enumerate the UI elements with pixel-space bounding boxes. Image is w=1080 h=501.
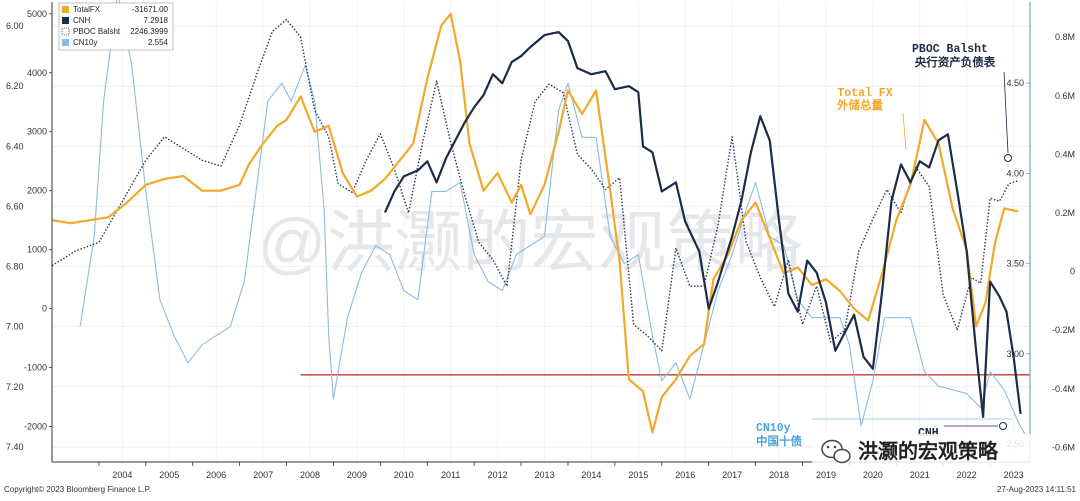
totalfx-axis-ticks: 5000 4000 3000 2000 1000 0 -1000 -2000 (24, 9, 52, 432)
annotation-cnh-marker (999, 422, 1007, 430)
annotation-cn10y-en: CN10y (756, 422, 791, 435)
x-tick-2022: 2022 (957, 470, 977, 480)
pboc-tick-0: 0.8M (1055, 32, 1075, 42)
pboc-tick-4: 0 (1070, 267, 1075, 277)
fx-tick-4: 1000 (27, 245, 47, 255)
pboc-tick-2: 0.4M (1055, 149, 1075, 159)
x-tick-2016: 2016 (675, 470, 695, 480)
cnh-tick-5: 7.00 (6, 322, 24, 332)
brand-overlay: 洪灏的宏观策略 (812, 434, 1048, 466)
cnh-tick-7: 7.40 (6, 442, 24, 452)
series-line-totalfx (51, 12, 1019, 434)
watermark-text: @洪灏的宏观策略 (257, 205, 802, 281)
x-tick-2011: 2011 (441, 470, 460, 480)
legend: TotalFX -31671.00 CNH 7.2918 PBOC Balsht 2246… (58, 2, 174, 51)
cn10y-tick-1: 4.00 (1006, 168, 1024, 178)
annotation-pboc-leader (1003, 71, 1009, 154)
legend-name-cnh: CNH (73, 16, 91, 25)
series-line-cnh (383, 31, 1022, 418)
legend-value-cnh: 7.2918 (144, 16, 169, 25)
x-tick-2023: 2023 (1004, 470, 1024, 480)
annotation-totalfx: Total FX 外储总量 (836, 87, 907, 151)
x-tick-2020: 2020 (863, 470, 883, 480)
x-tick-2007: 2007 (253, 470, 273, 480)
footer-copyright: Copyright© 2023 Bloomberg Finance L.P. (4, 485, 151, 494)
annotation-cn10y: CN10y 中国十债 (756, 418, 1012, 448)
annotation-pboc-marker (1004, 154, 1012, 162)
fx-tick-3: 2000 (27, 186, 47, 196)
annotation-cn10y-cn: 中国十债 (756, 434, 802, 448)
cnh-tick-3: 6.60 (6, 201, 24, 211)
x-tick-2009: 2009 (347, 470, 367, 480)
legend-swatch-pboc-balsht (61, 27, 70, 36)
legend-name-pboc-balsht: PBOC Balsht (73, 27, 121, 36)
wechat-icon (821, 439, 851, 464)
cnh-tick-1: 6.20 (6, 81, 24, 91)
x-axis-ticks: 2004 2005 2006 2007 2008 2009 2010 2011 2012 2013… (98, 462, 1024, 480)
legend-name-totalfx: TotalFX (73, 5, 101, 14)
cnh-tick-0: 6.00 (6, 21, 24, 31)
pboc-tick-1: 0.6M (1055, 91, 1075, 101)
pboc-tick-3: 0.2M (1055, 208, 1075, 218)
x-tick-2012: 2012 (488, 470, 508, 480)
fx-tick-2: 3000 (27, 127, 47, 137)
annotation-fx-cn: 外储总量 (836, 98, 883, 112)
x-tick-2015: 2015 (628, 470, 648, 480)
annotation-fx-en: Total FX (837, 87, 892, 100)
x-tick-2010: 2010 (394, 470, 414, 480)
annotation-pboc-cn: 央行资产负债表 (915, 55, 996, 69)
legend-value-pboc-balsht: 2246.3999 (130, 27, 168, 36)
x-tick-2013: 2013 (535, 470, 555, 480)
fx-tick-7: -2000 (24, 422, 47, 432)
cn10y-tick-0: 4.50 (1006, 78, 1024, 88)
cnh-tick-2: 6.40 (6, 141, 24, 151)
x-tick-2004: 2004 (112, 470, 132, 480)
pboc-tick-5: -0.2M (1052, 325, 1075, 335)
pboc-axis-ticks: 0.8M 0.6M 0.4M 0.2M 0 -0.2M -0.4M -0.6M (1052, 32, 1075, 452)
cn10y-tick-2: 3.50 (1006, 259, 1024, 269)
legend-name-cn10y: CN10y (73, 38, 97, 47)
x-tick-2017: 2017 (722, 470, 742, 480)
x-tick-2021: 2021 (910, 470, 930, 480)
annotation-pboc-en: PBOC Balsht (912, 43, 988, 56)
footer-timestamp: 27-Aug-2023 14:11:51 (997, 485, 1077, 494)
annotation-pboc: PBOC Balsht 央行资产负债表 (912, 43, 1012, 162)
fx-tick-6: -1000 (24, 363, 47, 373)
series-line-cn10y (79, 0, 1026, 436)
brand-name: 洪灏的宏观策略 (858, 439, 999, 463)
legend-swatch-totalfx (62, 6, 69, 13)
x-tick-2005: 2005 (159, 470, 179, 480)
legend-value-cn10y: 2.554 (148, 38, 169, 47)
cnh-tick-4: 6.80 (6, 262, 24, 272)
fx-tick-0: 5000 (27, 9, 47, 19)
legend-swatch-cn10y (62, 39, 69, 46)
legend-swatch-cnh (62, 17, 69, 24)
pboc-tick-7: -0.6M (1052, 442, 1075, 452)
x-tick-2008: 2008 (300, 470, 320, 480)
fx-tick-5: 0 (42, 304, 47, 314)
cnh-axis-ticks: 6.00 6.20 6.40 6.60 6.80 7.00 7.20 7.40 (6, 21, 24, 452)
pboc-tick-6: -0.4M (1052, 384, 1075, 394)
cnh-tick-6: 7.20 (6, 382, 24, 392)
legend-box (58, 2, 174, 51)
cn10y-tick-3: 3.00 (1006, 349, 1024, 359)
x-tick-2014: 2014 (581, 470, 601, 480)
x-tick-2006: 2006 (206, 470, 226, 480)
legend-value-totalfx: -31671.00 (132, 5, 169, 14)
annotation-fx-leader (902, 112, 907, 151)
series-layer (51, 0, 1026, 436)
fx-tick-1: 4000 (27, 68, 47, 78)
x-tick-2019: 2019 (816, 470, 836, 480)
brand-backdrop (812, 434, 1048, 466)
x-tick-2018: 2018 (769, 470, 789, 480)
